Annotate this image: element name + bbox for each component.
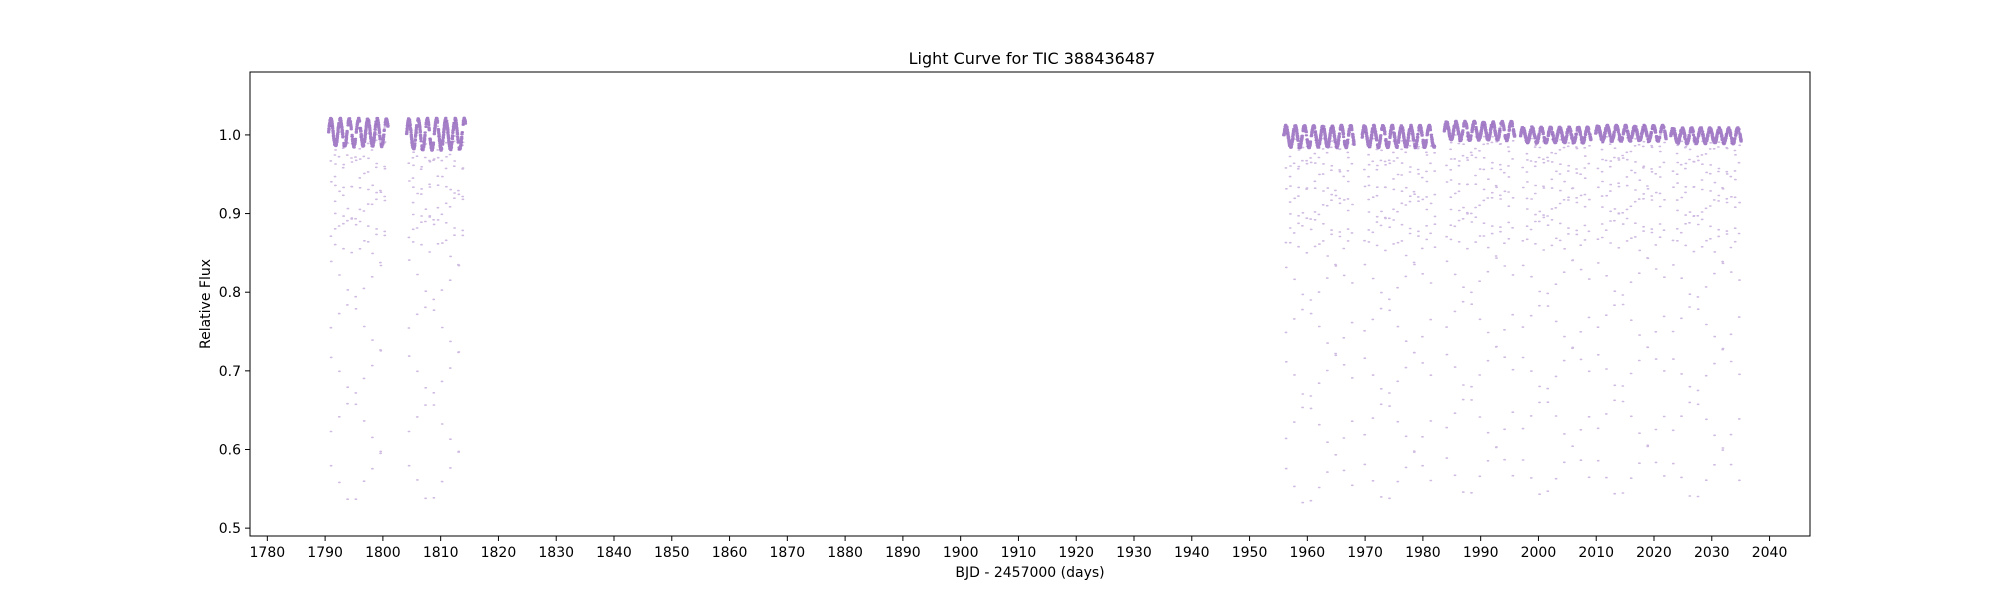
- y-tick-label: 0.9: [219, 207, 241, 223]
- y-tick-label: 0.7: [219, 364, 241, 380]
- x-tick-label: 1990: [1463, 545, 1499, 561]
- out-of-eclipse-points: [404, 116, 468, 152]
- x-tick-label: 1930: [1116, 545, 1152, 561]
- x-tick-label: 2030: [1694, 545, 1730, 561]
- x-tick-label: 1980: [1405, 545, 1441, 561]
- series-segment-1: [326, 116, 390, 500]
- x-tick-label: 1960: [1290, 545, 1326, 561]
- x-tick-label: 1820: [481, 545, 517, 561]
- series-segment-4: [1360, 123, 1437, 500]
- x-tick-label: 1910: [1001, 545, 1037, 561]
- x-tick-label: 2020: [1636, 545, 1672, 561]
- out-of-eclipse-points: [1360, 123, 1437, 150]
- out-of-eclipse-points: [326, 116, 390, 149]
- x-tick-label: 1870: [770, 545, 806, 561]
- x-tick-label: 1900: [943, 545, 979, 561]
- x-tick-label: 1830: [538, 545, 574, 561]
- series-segment-6: [1518, 125, 1593, 495]
- out-of-eclipse-points: [1282, 123, 1356, 150]
- x-tick-label: 2040: [1752, 545, 1788, 561]
- x-tick-label: 1800: [365, 545, 401, 561]
- y-tick-label: 0.6: [219, 442, 241, 458]
- data-layer: [326, 116, 1743, 504]
- eclipse-points: [329, 119, 387, 500]
- x-axis: 1780 1790 1800 1810 1820 1830 1840 1850 1860 1870…: [250, 536, 1788, 561]
- x-tick-label: 1940: [1174, 545, 1210, 561]
- x-tick-label: 1840: [596, 545, 632, 561]
- eclipse-points: [1596, 124, 1666, 495]
- x-tick-label: 2000: [1521, 545, 1557, 561]
- x-tick-label: 1920: [1058, 545, 1094, 561]
- x-tick-label: 1780: [250, 545, 286, 561]
- x-tick-label: 1950: [1232, 545, 1268, 561]
- x-tick-label: 1860: [712, 545, 748, 561]
- y-tick-label: 0.8: [219, 285, 241, 301]
- out-of-eclipse-points: [1594, 123, 1668, 143]
- eclipse-points: [407, 119, 465, 500]
- eclipse-points: [1284, 125, 1354, 504]
- eclipse-points: [1521, 126, 1591, 495]
- x-tick-label: 1850: [654, 545, 690, 561]
- x-tick-label: 1880: [827, 545, 863, 561]
- eclipse-points: [1363, 125, 1437, 500]
- eclipse-points: [1445, 123, 1515, 494]
- out-of-eclipse-points: [1442, 119, 1517, 143]
- x-tick-label: 1890: [885, 545, 921, 561]
- chart-title: Light Curve for TIC 388436487: [909, 49, 1156, 68]
- series-segment-3: [1282, 123, 1356, 504]
- out-of-eclipse-points: [1518, 125, 1593, 145]
- y-tick-label: 1.0: [219, 128, 241, 144]
- x-axis-title: BJD - 2457000 (days): [955, 565, 1104, 581]
- x-tick-label: 2010: [1578, 545, 1614, 561]
- series-segment-7: [1594, 123, 1668, 495]
- y-axis: 0.5 0.6 0.7 0.8 0.9 1.0: [219, 128, 250, 537]
- series-segment-8: [1669, 126, 1743, 498]
- y-tick-label: 0.5: [219, 521, 241, 537]
- out-of-eclipse-points: [1669, 126, 1743, 146]
- x-tick-label: 1790: [307, 545, 343, 561]
- series-segment-2: [404, 116, 468, 500]
- eclipse-points: [1671, 127, 1742, 498]
- y-axis-title: Relative Flux: [198, 259, 214, 349]
- plot-frame: [249, 71, 1811, 537]
- x-tick-label: 1810: [423, 545, 459, 561]
- x-tick-label: 1970: [1347, 545, 1383, 561]
- series-segment-5: [1442, 119, 1517, 494]
